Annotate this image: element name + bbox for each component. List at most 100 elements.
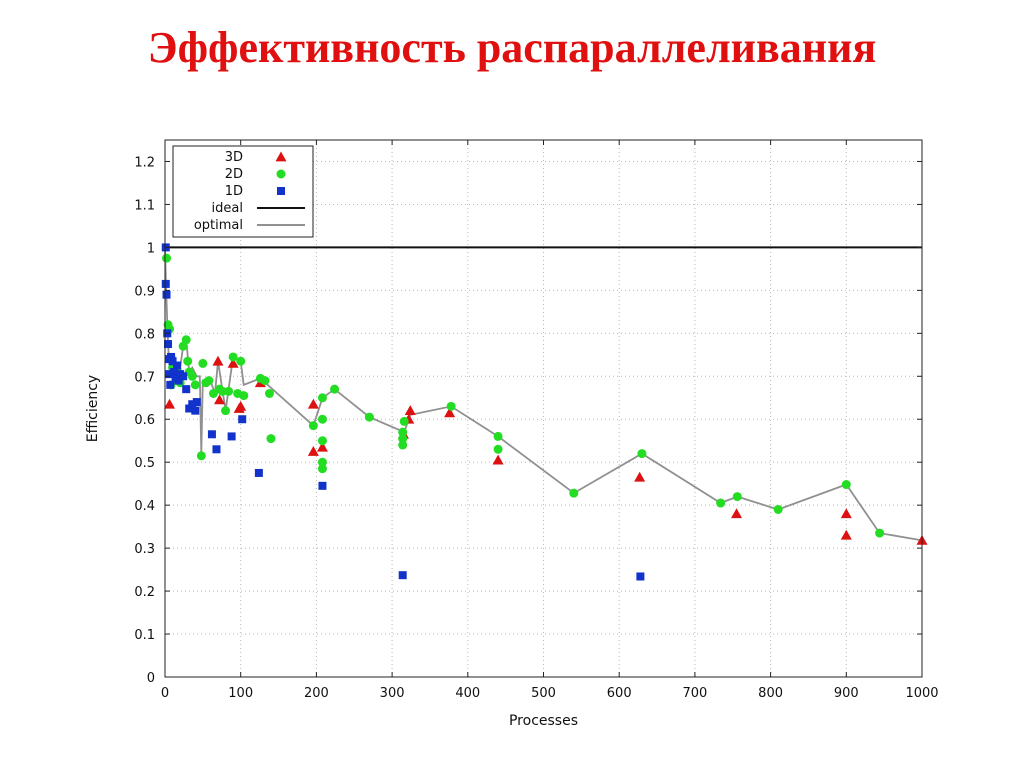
point-2D: [317, 464, 327, 474]
point-2D: [317, 393, 327, 403]
y-tick-label: 0: [147, 671, 155, 686]
point-2D: [236, 356, 246, 366]
point-1D: [182, 385, 191, 394]
point-3D: [492, 454, 504, 465]
legend-label-optimal: optimal: [194, 218, 243, 233]
y-tick-label: 1: [147, 241, 155, 256]
data-points: [161, 243, 928, 581]
x-tick-label: 500: [531, 686, 556, 701]
x-tick-label: 100: [228, 686, 253, 701]
point-3D: [235, 400, 247, 411]
point-2D: [266, 434, 276, 444]
axis-ticks: 0 100 200 300 400 500 600 700 800 900 1000 0 0.1 0.2 0…: [134, 140, 939, 701]
legend-label-1D: 1D: [225, 184, 243, 199]
x-tick-label: 300: [380, 686, 405, 701]
x-tick-label: 800: [758, 686, 783, 701]
point-1D: [179, 372, 188, 381]
point-2D: [187, 371, 197, 381]
point-2D: [841, 480, 851, 490]
point-1D: [166, 380, 175, 389]
point-2D: [637, 449, 647, 459]
point-3D: [316, 441, 328, 452]
y-tick-label: 0.8: [134, 327, 155, 342]
point-1D: [168, 357, 177, 366]
legend-box: [172, 145, 314, 238]
point-2D: [493, 431, 503, 441]
point-2D: [875, 528, 885, 538]
point-3D: [307, 398, 319, 409]
y-tick-label: 0.1: [134, 628, 155, 643]
point-3D: [634, 471, 646, 482]
y-tick-label: 0.3: [134, 542, 155, 557]
point-2D: [446, 401, 456, 411]
legend-label-3D: 3D: [225, 150, 243, 165]
point-3D: [444, 407, 456, 418]
point-2D: [181, 335, 191, 345]
y-tick-label: 1.1: [134, 198, 155, 213]
point-3D: [214, 394, 226, 405]
point-3D: [212, 355, 224, 366]
point-1D: [227, 432, 236, 441]
slide-title: Эффективность распараллеливания: [147, 23, 877, 72]
point-1D: [185, 404, 194, 413]
point-1D: [191, 406, 200, 415]
point-1D: [254, 468, 263, 477]
point-2D: [364, 412, 374, 422]
point-1D: [167, 352, 176, 361]
legend-label-2D: 2D: [225, 167, 243, 182]
x-tick-label: 200: [304, 686, 329, 701]
point-1D: [165, 370, 174, 379]
point-2D: [716, 498, 726, 508]
point-2D: [317, 436, 327, 446]
legend: 3D 2D 1D ideal optimal: [172, 145, 314, 238]
point-1D: [207, 430, 216, 439]
point-1D: [161, 279, 170, 288]
point-2D: [224, 386, 234, 396]
point-1D: [170, 367, 179, 376]
point-1D: [162, 290, 171, 299]
point-2D: [228, 352, 238, 362]
point-2D: [162, 253, 172, 263]
legend-swatch-3D: [275, 151, 287, 162]
point-2D: [264, 388, 274, 398]
point-3D: [307, 445, 319, 456]
point-2D: [204, 376, 214, 386]
point-2D: [398, 427, 408, 437]
point-2D: [196, 451, 206, 461]
point-3D: [731, 508, 743, 519]
point-3D: [840, 529, 852, 540]
y-tick-label: 0.4: [134, 499, 155, 514]
point-3D: [840, 508, 852, 519]
x-tick-label: 600: [607, 686, 632, 701]
legend-swatch-2D: [276, 169, 286, 179]
x-tick-label: 400: [455, 686, 480, 701]
point-1D: [188, 400, 197, 409]
point-2D: [190, 380, 200, 390]
y-tick-label: 0.9: [134, 284, 155, 299]
y-tick-label: 0.5: [134, 456, 155, 471]
point-1D: [238, 415, 247, 424]
point-2D: [239, 391, 249, 401]
legend-label-ideal: ideal: [212, 201, 243, 216]
point-1D: [173, 361, 182, 370]
y-tick-label: 1.2: [134, 155, 155, 170]
y-tick-label: 0.6: [134, 413, 155, 428]
point-2D: [773, 504, 783, 514]
point-1D: [318, 481, 327, 490]
point-2D: [183, 356, 193, 366]
point-1D: [636, 572, 645, 581]
y-tick-label: 0.2: [134, 585, 155, 600]
point-2D: [317, 457, 327, 467]
point-2D: [398, 440, 408, 450]
point-2D: [330, 384, 340, 394]
point-2D: [221, 406, 231, 416]
point-1D: [192, 398, 201, 407]
legend-swatch-1D: [277, 187, 285, 195]
point-3D: [164, 398, 176, 409]
point-2D: [260, 376, 270, 386]
y-tick-label: 0.7: [134, 370, 155, 385]
point-1D: [212, 445, 221, 454]
point-2D: [308, 421, 318, 431]
point-2D: [398, 434, 408, 444]
point-2D: [399, 416, 409, 426]
